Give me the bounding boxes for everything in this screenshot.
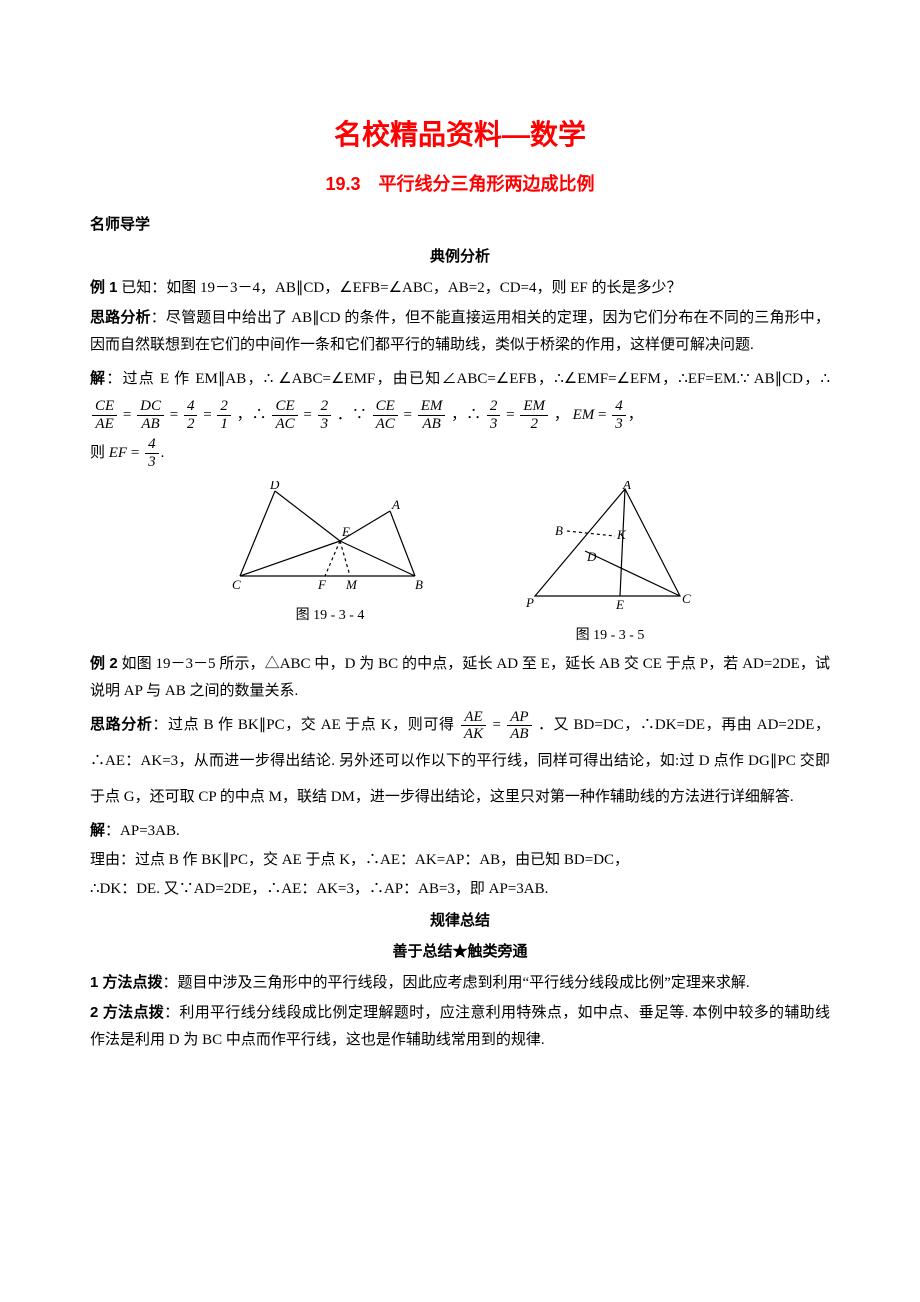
tip-2-label: 2 方法点拨	[90, 1004, 164, 1021]
fraction-4-3: 43	[612, 398, 626, 432]
figure-1-block: D A E C F M B 图 19 - 3 - 4	[220, 481, 440, 648]
mid4: ，	[554, 407, 569, 423]
summary-heading: 善于总结★触类旁通	[90, 938, 830, 965]
example1-solution-line2: 则 EF = 43.	[90, 435, 830, 471]
rules-heading: 规律总结	[90, 907, 830, 934]
example1-problem: 例 1 已知：如图 19－3－4，AB∥CD，∠EFB=∠ABC，AB=2，CD…	[90, 274, 830, 302]
figure-2-svg: A B K D P E C	[520, 481, 700, 611]
fig1-label-m: M	[345, 577, 358, 591]
example2-solution: 解：AP=3AB.	[90, 817, 830, 845]
example2-reason-label: 理由	[90, 852, 120, 868]
figure-1-svg: D A E C F M B	[220, 481, 440, 591]
example2-problem-text: 如图 19－3－5 所示，△ABC 中，D 为 BC 的中点，延长 AD 至 E…	[90, 656, 830, 699]
tip-2: 2 方法点拨：利用平行线分线段成比例定理解题时，应注意利用特殊点，如中点、垂足等…	[90, 999, 830, 1054]
example2-label: 例 2	[90, 655, 118, 672]
mid3: ，∴	[451, 407, 481, 423]
example1-analysis-label: 思路分析	[90, 309, 151, 326]
teacher-guide-heading: 名师导学	[90, 216, 150, 233]
fraction-ae-ak: AEAK	[461, 709, 486, 743]
fig2-label-a: A	[622, 481, 631, 492]
example2-analysis-label: 思路分析	[90, 716, 152, 733]
fraction-4-3b: 43	[145, 436, 159, 470]
fraction-4-2: 42	[184, 398, 198, 432]
var-ef: EF	[109, 445, 127, 461]
example2-analysis-head: ：过点 B 作 BK∥PC，交 AE 于点 K，则可得	[152, 717, 454, 733]
fraction-2-3b: 23	[487, 398, 501, 432]
figure-1-caption: 图 19 - 3 - 4	[220, 603, 440, 628]
title-sub: 19.3 平行线分三角形两边成比例	[90, 168, 830, 200]
tip-1-text: ：题目中涉及三角形中的平行线段，因此应考虑到利用“平行线分线段成比例”定理来求解…	[163, 975, 750, 991]
example2-solution-label: 解	[90, 822, 105, 839]
example2-reason: 理由：过点 B 作 BK∥PC，交 AE 于点 K，∴AE：AK=AP：AB，由…	[90, 847, 830, 874]
figure-2-caption: 图 19 - 3 - 5	[520, 623, 700, 648]
document-page: 名校精品资料—数学 19.3 平行线分三角形两边成比例 名师导学 典例分析 例 …	[0, 0, 920, 1302]
figure-2-block: A B K D P E C 图 19 - 3 - 5	[520, 481, 700, 648]
example1-solution-intro: ：过点 E 作 EM∥AB，∴ ∠ABC=∠EMF，由已知∠ABC=∠EFB，∴…	[106, 371, 830, 387]
example2-problem: 例 2 如图 19－3－5 所示，△ABC 中，D 为 BC 的中点，延长 AD…	[90, 650, 830, 705]
fig2-label-c: C	[682, 591, 691, 606]
example1-solution-line1: 解：过点 E 作 EM∥AB，∴ ∠ABC=∠EMF，由已知∠ABC=∠EFB，…	[90, 361, 830, 433]
var-em: EM	[573, 407, 595, 423]
fig2-label-k: K	[616, 527, 627, 542]
tip-1-label: 1 方法点拨	[90, 974, 163, 991]
fraction-ce-ac: CEAC	[272, 398, 297, 432]
fig1-label-d: D	[269, 481, 280, 492]
fig1-label-f: F	[317, 577, 327, 591]
example2-analysis: 思路分析：过点 B 作 BK∥PC，交 AE 于点 K，则可得 AEAK = A…	[90, 707, 830, 815]
mid1: ，∴	[237, 407, 267, 423]
tail2: .	[161, 445, 165, 461]
tip-1: 1 方法点拨：题目中涉及三角形中的平行线段，因此应考虑到利用“平行线分线段成比例…	[90, 969, 830, 997]
example1-problem-text: 已知：如图 19－3－4，AB∥CD，∠EFB=∠ABC，AB=2，CD=4，则…	[118, 280, 682, 296]
then-label: 则	[90, 445, 105, 461]
fig1-label-a: A	[391, 497, 400, 512]
fraction-em-2: EM2	[520, 398, 548, 432]
example1-analysis-text: ：尽管题目中给出了 AB∥CD 的条件，但不能直接运用相关的定理，因为它们分布在…	[90, 310, 830, 353]
fraction-ce-ae: CEAE	[92, 398, 117, 432]
fig2-label-b: B	[555, 523, 563, 538]
fraction-2-3: 23	[318, 398, 332, 432]
examples-heading: 典例分析	[90, 243, 830, 270]
example1-solution-label: 解	[90, 370, 106, 387]
fig1-label-c: C	[232, 577, 241, 591]
figures-row: D A E C F M B 图 19 - 3 - 4	[90, 481, 830, 648]
fraction-dc-ab: DCAB	[137, 398, 164, 432]
tail1: ，	[628, 407, 643, 423]
fig1-label-b: B	[415, 577, 423, 591]
fig1-label-e: E	[341, 524, 350, 539]
example2-solution-text: ：AP=3AB.	[105, 823, 180, 839]
example1-label: 例 1	[90, 279, 118, 296]
fig2-label-p: P	[525, 595, 534, 610]
fig2-label-e: E	[615, 597, 624, 611]
example1-analysis: 思路分析：尽管题目中给出了 AB∥CD 的条件，但不能直接运用相关的定理，因为它…	[90, 304, 830, 359]
tip-2-text: ：利用平行线分线段成比例定理解题时，应注意利用特殊点，如中点、垂足等. 本例中较…	[90, 1005, 830, 1048]
example2-reason-text: ：过点 B 作 BK∥PC，交 AE 于点 K，∴AE：AK=AP：AB，由已知…	[120, 852, 629, 868]
title-main: 名校精品资料—数学	[90, 110, 830, 160]
fig2-label-d: D	[586, 549, 597, 564]
fraction-em-ab: EMAB	[418, 398, 446, 432]
mid2: ．∵	[337, 407, 367, 423]
fraction-ce-ac-2: CEAC	[373, 398, 398, 432]
example2-reason-2: ∴DK：DE. 又∵AD=2DE，∴AE：AK=3，∴AP：AB=3，即 AP=…	[90, 876, 830, 903]
fraction-ap-ab: APAB	[507, 709, 531, 743]
fraction-2-1: 21	[217, 398, 231, 432]
